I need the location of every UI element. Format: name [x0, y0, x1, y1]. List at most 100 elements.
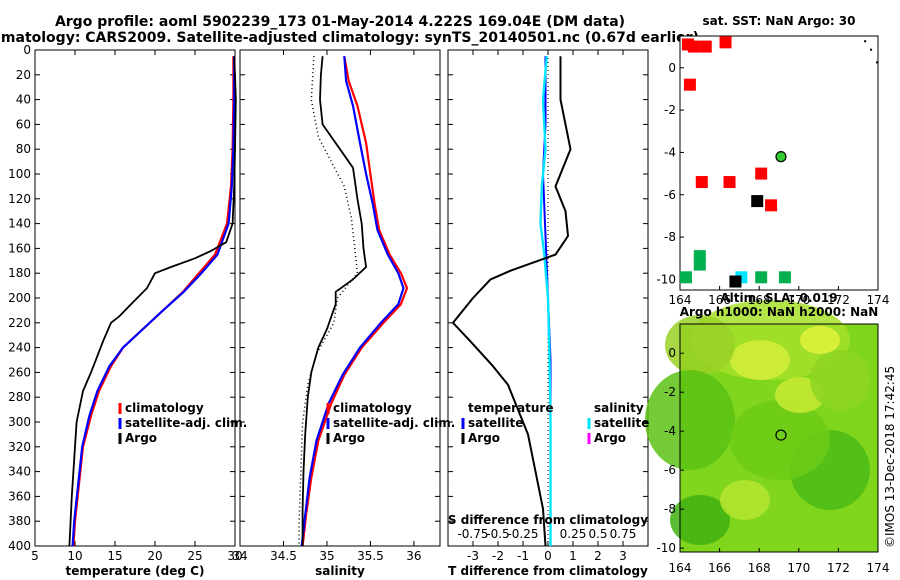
- sst-map-panel: [679, 35, 879, 291]
- sst-point: [729, 275, 742, 288]
- series-s-satellite-line: [539, 56, 552, 546]
- x-tick-label: 170: [787, 293, 810, 307]
- x-tick-label: -2: [492, 549, 504, 563]
- sst-map-plot: 164 166 168 170 172 174 0 -2 -4 -6 -8 -10: [656, 36, 889, 307]
- legend-temperature-title: temperature: [468, 401, 553, 415]
- y-tick-label: 180: [8, 266, 31, 280]
- sst-point: [695, 176, 708, 189]
- y-tick-label: 0: [668, 346, 676, 360]
- x-tick-label: 25: [187, 549, 202, 563]
- legend-t-argo-label: Argo: [468, 431, 500, 445]
- s-tick-label: 0.5: [588, 527, 607, 541]
- x-tick-label: 1: [569, 549, 577, 563]
- sst-point: [778, 271, 791, 284]
- coast-speck: [864, 40, 867, 43]
- legend-argo-label: Argo: [125, 431, 157, 445]
- sla-blob: [645, 370, 735, 470]
- sla-blob: [800, 326, 840, 354]
- y-tick-label: 260: [8, 365, 31, 379]
- sst-point: [751, 195, 764, 208]
- difference-xlabel: T difference from climatology: [448, 564, 648, 578]
- y-tick-label: 20: [16, 68, 31, 82]
- y-tick-label: 280: [8, 390, 31, 404]
- y-tick-label: 300: [8, 415, 31, 429]
- sla-map-title2: Argo h1000: NaN h2000: NaN: [680, 305, 879, 319]
- y-tick-label: 40: [16, 93, 31, 107]
- y-tick-label: 0: [23, 43, 31, 57]
- sst-point: [699, 40, 712, 53]
- temperature-xlabel: temperature (deg C): [66, 564, 205, 578]
- x-tick-label: 34.5: [270, 549, 297, 563]
- x-tick-label: 15: [107, 549, 122, 563]
- y-tick-label: -2: [664, 385, 676, 399]
- y-tick-label: 320: [8, 440, 31, 454]
- figure-title-line2: Climatology: CARS2009. Satellite-adjuste…: [0, 30, 699, 46]
- legend-t-satellite-label: satellite: [468, 416, 523, 430]
- sla-frame: [679, 323, 879, 553]
- series-argo-line: [301, 56, 367, 546]
- legend-climatology-label: climatology: [333, 401, 412, 415]
- s-tick-label: -0.5: [486, 527, 509, 541]
- legend-argo-label: Argo: [333, 431, 365, 445]
- legend-salinity-title: salinity: [594, 401, 644, 415]
- series-argo-line: [68, 56, 237, 547]
- x-tick-label: 36: [406, 549, 421, 563]
- sst-point: [679, 271, 692, 284]
- y-tick-label: -6: [664, 188, 676, 202]
- y-tick-label: 60: [16, 117, 31, 131]
- s-tick-label: 0.75: [610, 527, 637, 541]
- legend-satellite-label: satellite-adj. clim.: [125, 416, 247, 430]
- y-tick-label: -8: [664, 502, 676, 516]
- x-tick-label: 35.5: [357, 549, 384, 563]
- x-tick-label: 174: [867, 293, 890, 307]
- y-tick-label: -6: [664, 463, 676, 477]
- salinity-legend: climatology satellite-adj. clim. Argo: [326, 401, 455, 445]
- sst-point: [683, 78, 696, 91]
- y-tick-label: 360: [8, 489, 31, 503]
- x-tick-label: 20: [147, 549, 162, 563]
- y-tick-label: -2: [664, 103, 676, 117]
- x-tick-label: 10: [67, 549, 82, 563]
- y-tick-label: 80: [16, 142, 31, 156]
- series-satellite-line: [300, 56, 405, 547]
- y-tick-label: 0: [668, 61, 676, 75]
- figure-title-line1: Argo profile: aoml 5902239_173 01-May-20…: [55, 14, 625, 30]
- temperature-plot: 5 10 15 20 25 3002040608010012014016018020022…: [8, 43, 243, 563]
- sst-point: [755, 271, 768, 284]
- x-tick-label: 3: [619, 549, 627, 563]
- salinity-plot: 34 34.5 35 35.5 36: [232, 49, 440, 563]
- legend-s-satellite-label: satellite: [594, 416, 649, 430]
- x-tick-label: 170: [787, 561, 810, 575]
- x-tick-label: 166: [708, 561, 731, 575]
- sst-point: [765, 199, 778, 212]
- x-tick-label: 2: [594, 549, 602, 563]
- y-tick-label: 340: [8, 465, 31, 479]
- x-tick-label: 168: [748, 293, 771, 307]
- series-dotted-line: [298, 56, 359, 546]
- sla-blob: [665, 315, 735, 375]
- x-tick-label: 166: [708, 293, 731, 307]
- y-tick-label: 160: [8, 241, 31, 255]
- x-tick-label: 168: [748, 561, 771, 575]
- coast-speck: [870, 48, 873, 51]
- imos-watermark: ©IMOS 13-Dec-2018 17:42:45: [883, 366, 897, 548]
- x-tick-label: 5: [31, 549, 39, 563]
- sst-point: [681, 38, 694, 51]
- argo-location-marker: [775, 151, 787, 163]
- x-tick-label: 30: [227, 549, 242, 563]
- y-tick-label: 200: [8, 291, 31, 305]
- salinity-panel: [239, 49, 441, 547]
- x-tick-label: 0: [544, 549, 552, 563]
- x-tick-label: 34: [232, 549, 247, 563]
- s-tick-label: -0.75: [457, 527, 488, 541]
- s-tick-label: -0.25: [507, 527, 538, 541]
- sla-blob: [810, 350, 870, 410]
- y-tick-label: -10: [656, 272, 676, 286]
- x-tick-label: -1: [517, 549, 529, 563]
- y-tick-label: 140: [8, 217, 31, 231]
- y-tick-label: 400: [8, 539, 31, 553]
- temperature-legend: climatology satellite-adj. clim. Argo: [118, 401, 247, 445]
- s-tick-label: 0.25: [560, 527, 587, 541]
- x-tick-label: 172: [827, 293, 850, 307]
